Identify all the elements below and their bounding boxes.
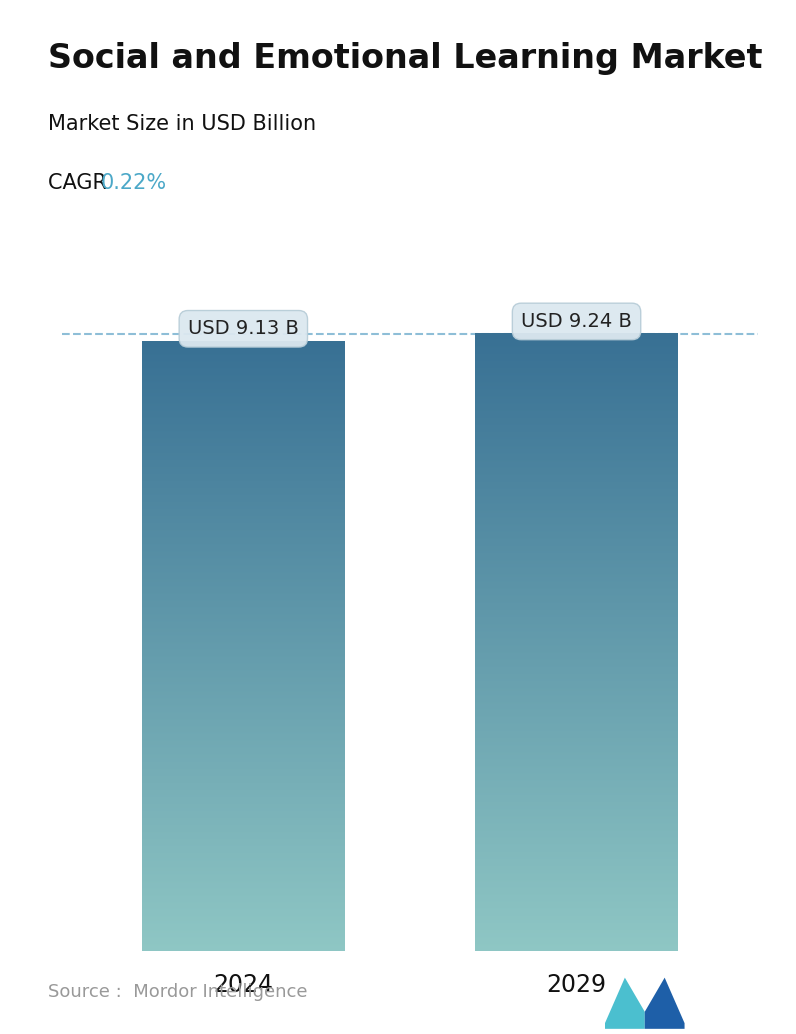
- Text: 0.22%: 0.22%: [100, 174, 167, 193]
- Text: Social and Emotional Learning Market: Social and Emotional Learning Market: [48, 42, 763, 75]
- Text: Source :  Mordor Intelligence: Source : Mordor Intelligence: [48, 983, 307, 1001]
- Polygon shape: [645, 978, 685, 1029]
- Polygon shape: [605, 978, 645, 1029]
- Text: USD 9.13 B: USD 9.13 B: [188, 320, 298, 338]
- Text: USD 9.24 B: USD 9.24 B: [521, 312, 632, 331]
- Text: CAGR: CAGR: [48, 174, 113, 193]
- Text: Market Size in USD Billion: Market Size in USD Billion: [48, 115, 316, 134]
